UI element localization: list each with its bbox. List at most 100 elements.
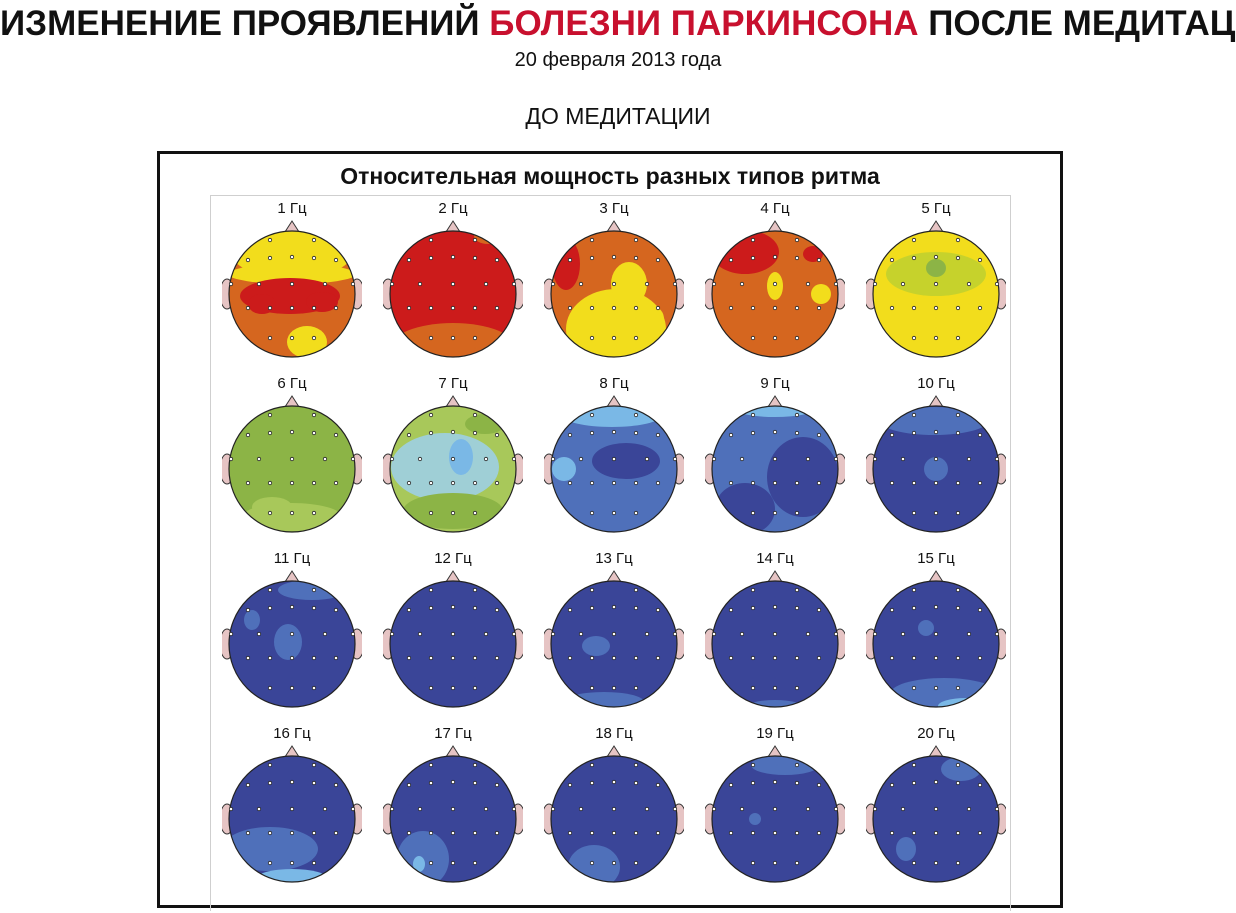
electrode-dot [794,237,800,243]
electrode-dot [311,605,317,611]
electrode-dot [933,860,939,866]
electrode-dot [933,685,939,691]
electrode-dot [611,860,617,866]
electrode-dot [245,830,251,836]
electrode-dot [889,480,895,486]
electrode-dot [728,782,734,788]
topomap-11: 11 Гц [222,550,362,722]
power-region [611,262,647,306]
electrode-dot [289,281,295,287]
electrode-dot [472,335,478,341]
electrode-dot [994,806,1000,812]
head-outline [711,755,839,883]
electrode-dot [228,806,234,812]
electrode-dot [428,780,434,786]
electrode-dot [289,510,295,516]
head-map [866,395,1006,533]
electrode-dot [289,860,295,866]
electrode-dot [417,806,423,812]
electrode-dot [772,429,778,435]
electrode-dot [633,685,639,691]
electrode-dot [633,237,639,243]
head-map [544,570,684,708]
electrode-dot [750,255,756,261]
electrode-dot [611,281,617,287]
electrode-dot [911,830,917,836]
electrode-dot [933,779,939,785]
electrode-dot [472,605,478,611]
electrode-dot [977,607,983,613]
electrode-dot [816,782,822,788]
electrode-dot [794,605,800,611]
electrode-dot [450,604,456,610]
electrode-dot [633,605,639,611]
electrode-dot [750,605,756,611]
topomap-4: 4 Гц [705,200,845,372]
head-map [705,220,845,358]
electrode-dot [772,806,778,812]
electrode-dot [933,480,939,486]
electrode-dot [955,830,961,836]
electrode-dot [494,257,500,263]
electrode-dot [816,432,822,438]
electrode-dot [611,480,617,486]
topomap-17: 17 Гц [383,725,523,897]
topomap-label: 13 Гц [595,550,633,567]
title-part2: ПОСЛЕ МЕДИТАЦИИ [928,4,1236,43]
electrode-dot [933,335,939,341]
topomap-16: 16 Гц [222,725,362,897]
electrode-dot [772,830,778,836]
electrode-dot [472,685,478,691]
electrode-dot [655,782,661,788]
electrode-dot [805,281,811,287]
electrode-dot [672,806,678,812]
electrode-dot [428,305,434,311]
electrode-dot [644,806,650,812]
electrode-dot [289,779,295,785]
electrode-dot [750,480,756,486]
electrode-dot [472,510,478,516]
electrode-dot [472,587,478,593]
electrode-dot [472,655,478,661]
power-region [229,827,318,871]
electrode-dot [267,655,273,661]
electrode-dot [772,335,778,341]
electrode-dot [611,779,617,785]
electrode-dot [911,510,917,516]
electrode-dot [406,607,412,613]
electrode-dot [417,631,423,637]
electrode-dot [450,860,456,866]
power-region [244,610,260,630]
electrode-dot [816,257,822,263]
electrode-dot [322,281,328,287]
electrode-dot [267,412,273,418]
electrode-dot [511,806,517,812]
power-region [592,443,660,479]
electrode-dot [472,762,478,768]
head-map [222,570,362,708]
head-outline [872,755,1000,883]
electrode-dot [750,830,756,836]
electrode-dot [711,806,717,812]
electrode-dot [611,456,617,462]
electrode-dot [578,456,584,462]
electrode-dot [633,412,639,418]
electrode-dot [483,806,489,812]
head-map [866,570,1006,708]
head-outline [228,755,356,883]
electrode-dot [794,685,800,691]
topomap-label: 5 Гц [921,200,951,217]
electrode-dot [428,587,434,593]
electrode-dot [872,456,878,462]
electrode-dot [567,480,573,486]
topomap-3: 3 Гц [544,200,684,372]
electrode-dot [889,432,895,438]
electrode-dot [589,830,595,836]
electrode-dot [450,655,456,661]
electrode-dot [245,432,251,438]
electrode-dot [805,631,811,637]
electrode-dot [977,257,983,263]
head-map [383,745,523,883]
electrode-dot [933,510,939,516]
head-base [390,581,516,707]
